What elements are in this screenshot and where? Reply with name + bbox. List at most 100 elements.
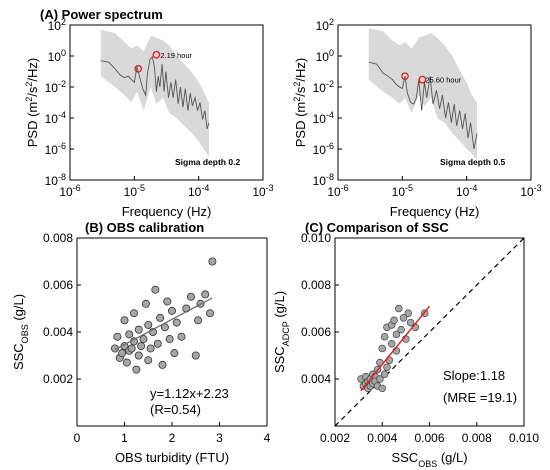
x-tick-label: 10-6 xyxy=(59,183,80,199)
data-point xyxy=(156,313,165,322)
data-point xyxy=(144,356,153,365)
y-tick-label: 0.002 xyxy=(43,372,73,386)
data-point xyxy=(151,285,160,294)
y-tick-label: 0.004 xyxy=(301,372,331,386)
y-tick-label: 100 xyxy=(48,48,66,64)
panel-note: Sigma depth 0.2 xyxy=(175,157,240,167)
data-point xyxy=(132,365,141,374)
data-point xyxy=(376,375,384,383)
data-point xyxy=(153,339,162,348)
peak-marker xyxy=(134,64,143,73)
x-tick-label: 10-3 xyxy=(252,183,273,199)
data-point xyxy=(406,318,415,327)
y-axis-label: SSCADCP (g/L) xyxy=(272,291,291,373)
data-point xyxy=(390,316,398,325)
y-tick-label: 0.006 xyxy=(43,278,73,292)
data-point xyxy=(378,384,387,393)
data-point xyxy=(208,257,217,266)
y-tick-label: 10-2 xyxy=(45,79,66,95)
data-point xyxy=(201,290,210,299)
data-point xyxy=(383,363,391,372)
data-point xyxy=(395,304,403,313)
data-point xyxy=(111,344,120,353)
x-tick-label: 0.004 xyxy=(367,431,397,445)
obs-calibration-panel: 0 1 2 3 4 0.002 0.004 0.006 0.008 y=1.12x+2.23(R=… xyxy=(11,220,271,465)
data-point xyxy=(146,344,155,353)
y-tick-label: 0.010 xyxy=(301,231,331,245)
data-point xyxy=(167,306,176,315)
y-tick-label: 0.008 xyxy=(43,231,73,245)
x-tick-label: 10-5 xyxy=(124,183,145,199)
panel-title: (A) Power spectrum xyxy=(40,7,163,22)
data-point xyxy=(392,330,401,339)
data-point xyxy=(137,342,146,351)
y-axis-label: PSD (m2/s2/Hz) xyxy=(292,58,308,148)
data-point xyxy=(134,325,143,334)
fit-line xyxy=(114,297,213,351)
y-tick-label: 0.008 xyxy=(301,278,331,292)
data-point xyxy=(125,330,134,339)
data-point xyxy=(404,309,412,317)
data-point xyxy=(177,332,186,341)
y-axis-label: SSCOBS (g/L) xyxy=(11,294,30,370)
x-tick-label: 4 xyxy=(264,431,271,445)
data-point xyxy=(205,309,214,318)
panel-title: (B) OBS calibration xyxy=(85,220,204,235)
x-tick-label: 0 xyxy=(74,431,81,445)
x-tick-label: 10-4 xyxy=(188,183,209,199)
data-point xyxy=(127,344,136,353)
data-point xyxy=(380,332,389,341)
data-point xyxy=(387,340,396,348)
data-point xyxy=(113,332,122,341)
x-tick-label: 10-3 xyxy=(520,183,541,199)
data-point xyxy=(194,316,203,325)
data-point xyxy=(172,318,181,327)
x-axis-label: Frequency (Hz) xyxy=(122,204,212,219)
peak-marker xyxy=(401,72,409,81)
data-point xyxy=(397,325,405,334)
mre-label: (MRE =19.1) xyxy=(443,390,517,405)
x-axis-label: SSCOBS (g/L) xyxy=(391,450,467,469)
data-point xyxy=(163,297,172,306)
data-point xyxy=(118,349,127,358)
x-tick-label: 2 xyxy=(169,431,176,445)
data-point xyxy=(158,360,167,369)
fit-line xyxy=(360,305,431,392)
data-point xyxy=(144,320,153,329)
plot-frame xyxy=(337,24,532,181)
data-point xyxy=(399,314,408,322)
x-tick-label: 0.002 xyxy=(320,431,350,445)
data-point xyxy=(120,316,129,325)
y-tick-label: 0.004 xyxy=(43,325,73,339)
y-tick-label: 100 xyxy=(316,48,334,64)
peak-marker xyxy=(152,50,161,59)
data-point xyxy=(378,344,387,353)
peak-annotation: 25.60 hour xyxy=(425,76,461,85)
x-tick-label: 10-6 xyxy=(327,183,348,199)
ssc-comparison-panel: 0.002 0.004 0.006 0.008 0.010 0.004 0.006 0.008… xyxy=(272,220,539,469)
data-point xyxy=(129,309,138,318)
y-tick-label: 102 xyxy=(48,17,66,33)
y-tick-label: 10-6 xyxy=(313,141,334,157)
spectrum-line xyxy=(100,55,210,129)
y-tick-label: 10-6 xyxy=(45,141,66,157)
x-axis-label: Frequency (Hz) xyxy=(390,204,480,219)
x-tick-label: 0.008 xyxy=(462,431,492,445)
y-tick-label: 10-4 xyxy=(45,110,66,126)
y-tick-label: 10-8 xyxy=(45,172,66,188)
data-point xyxy=(134,351,143,360)
y-axis-label: PSD (m2/s2/Hz) xyxy=(24,58,40,148)
spectrum-line xyxy=(368,61,478,150)
y-tick-label: 10-8 xyxy=(313,172,334,188)
confidence-band xyxy=(100,29,209,158)
y-tick-label: 0.006 xyxy=(301,325,331,339)
data-point xyxy=(170,349,179,358)
x-tick-label: 10-4 xyxy=(456,183,477,199)
data-point xyxy=(139,335,148,344)
y-tick-label: 10-2 xyxy=(313,79,334,95)
x-axis-label: OBS turbidity (FTU) xyxy=(115,450,229,465)
data-point xyxy=(191,351,200,360)
